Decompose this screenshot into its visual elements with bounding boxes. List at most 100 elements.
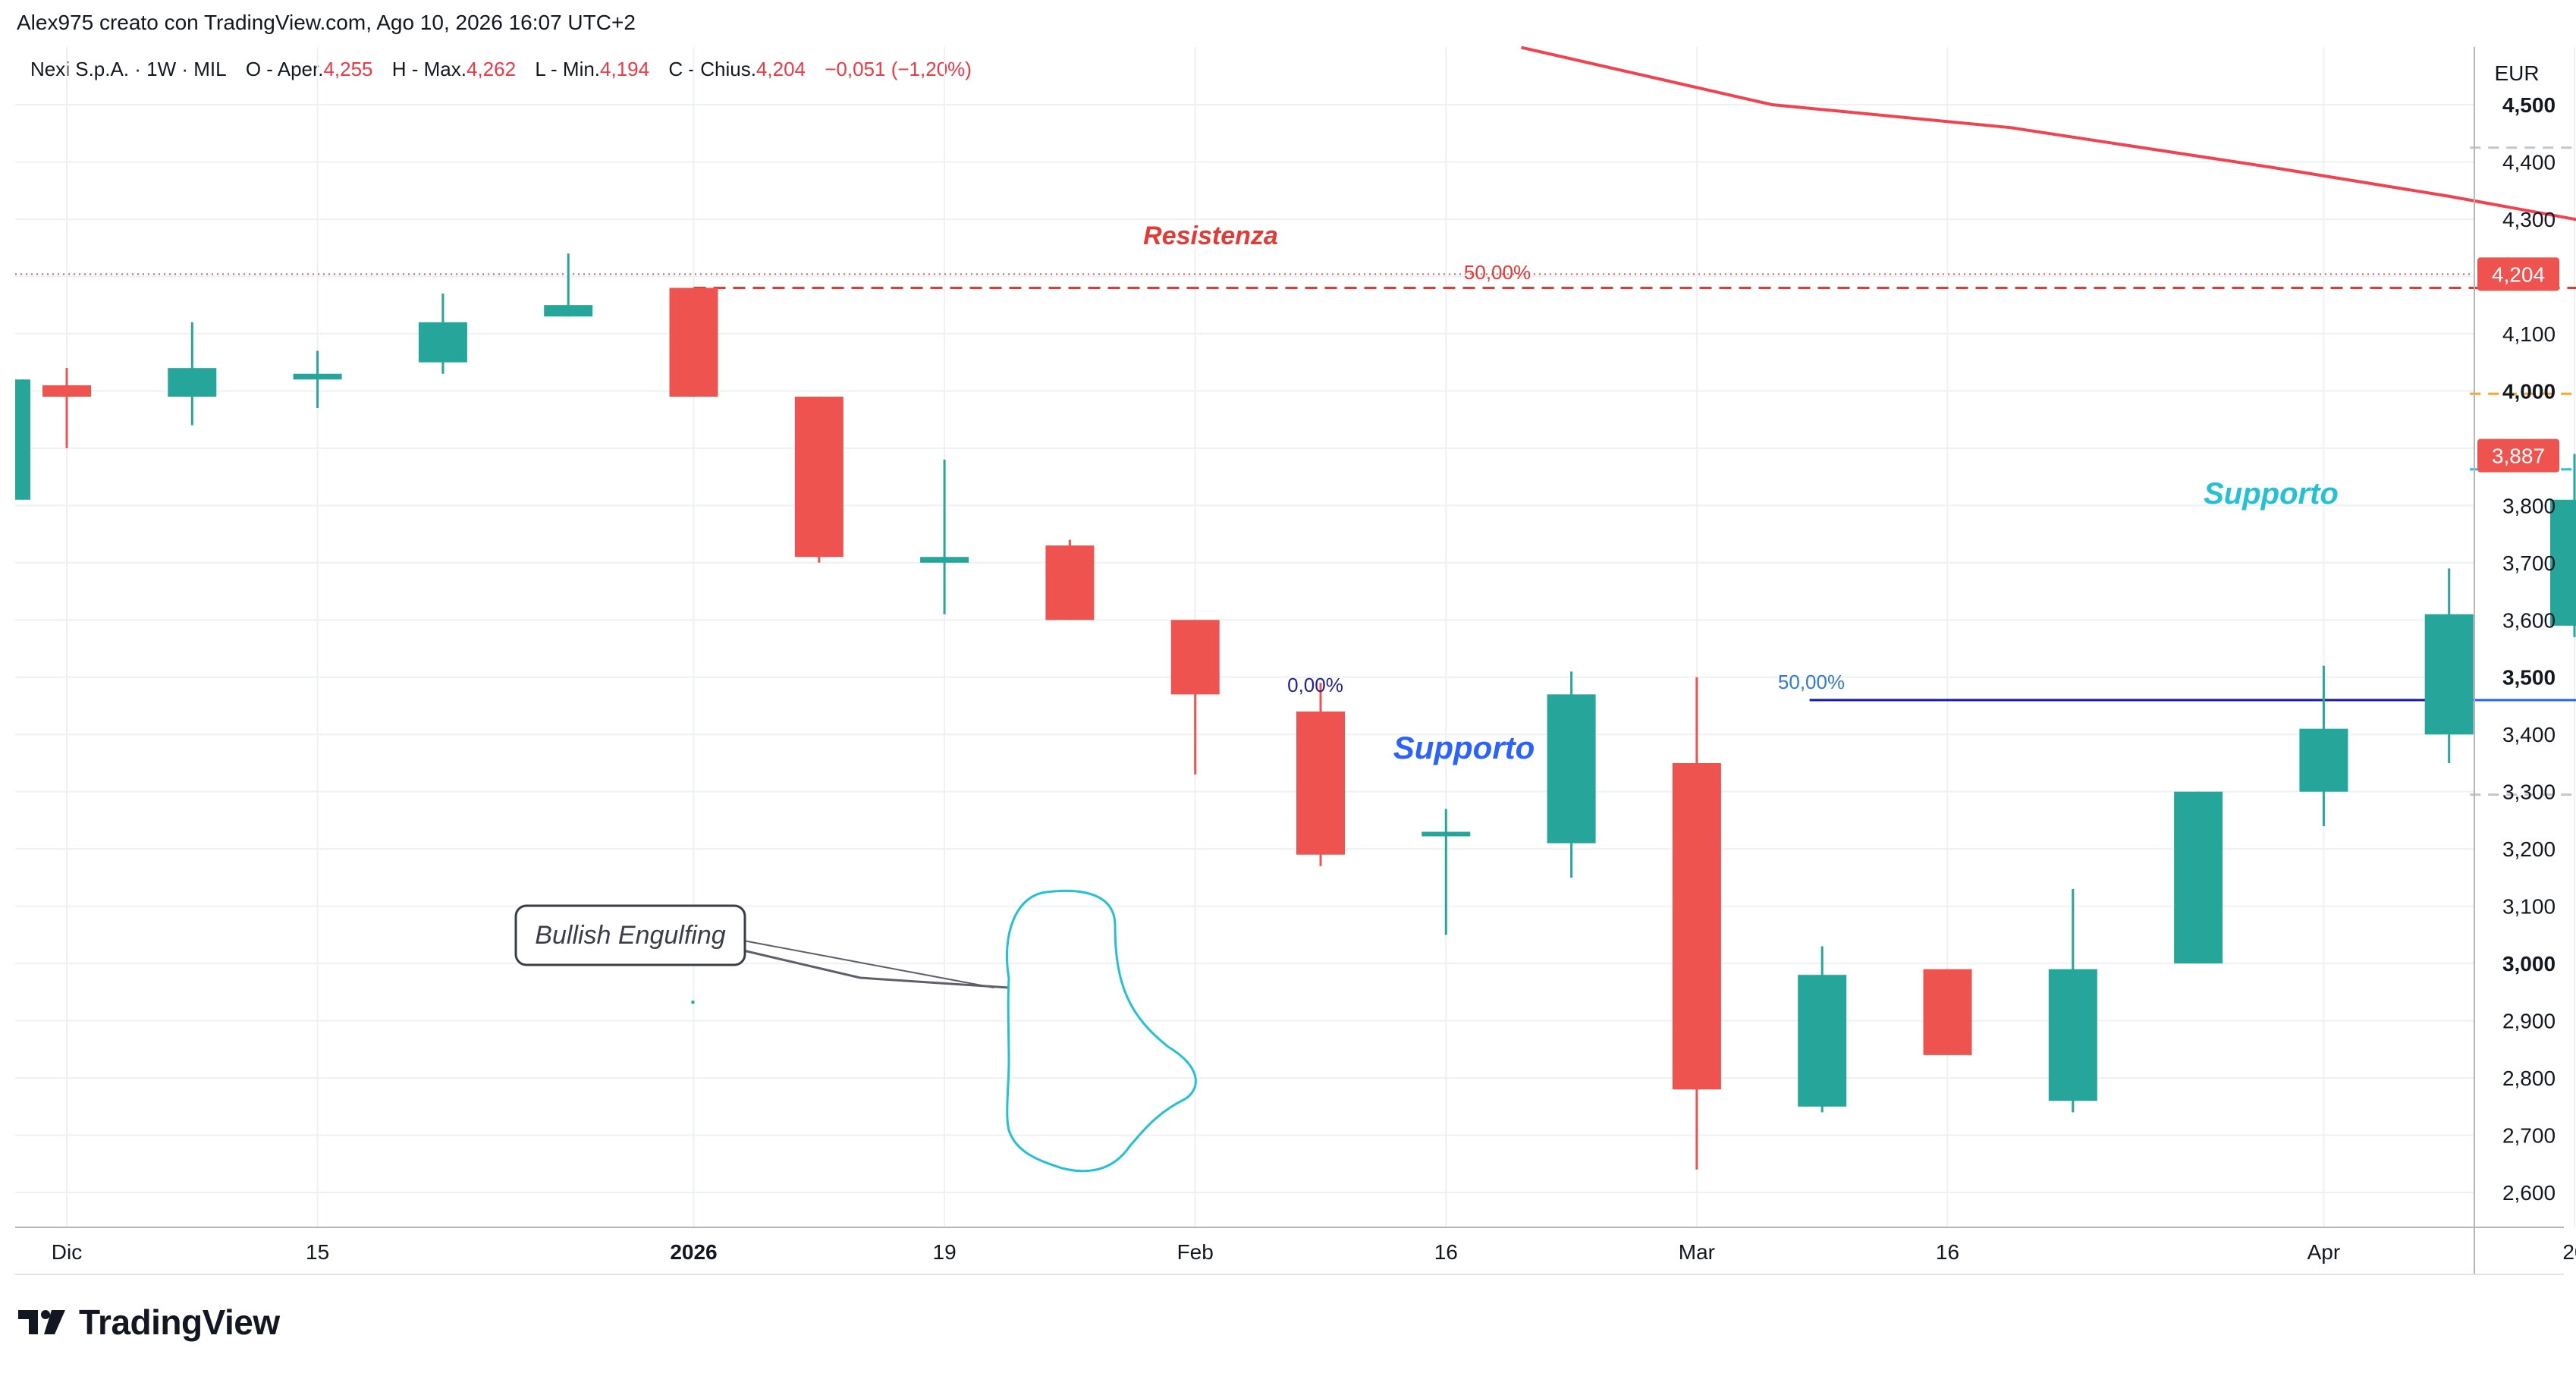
candle[interactable] bbox=[168, 322, 217, 426]
annotation-labels: Resistenza Supporto Supporto 50,00% 0,00% 50,… bbox=[514, 222, 2559, 1173]
candle[interactable] bbox=[2048, 888, 2097, 1113]
candle-body bbox=[1672, 762, 1721, 1090]
candle-body bbox=[1798, 975, 1847, 1107]
x-tick-label: 19 bbox=[933, 1240, 957, 1264]
symbol-name[interactable]: Nexi S.p.A. · 1W · MIL bbox=[30, 58, 227, 80]
candle[interactable] bbox=[1045, 539, 1095, 621]
moving-average-line bbox=[1521, 46, 2576, 222]
x-tick-label: 16 bbox=[1936, 1240, 1959, 1264]
candle-body bbox=[2424, 614, 2474, 735]
candle[interactable] bbox=[2550, 454, 2576, 637]
candle[interactable] bbox=[1170, 620, 1220, 775]
x-tick-label: 16 bbox=[1434, 1240, 1458, 1264]
cyan-support-label: Supporto bbox=[2204, 477, 2339, 511]
candles[interactable] bbox=[15, 145, 2576, 1170]
y-tick-label: 3,000 bbox=[2502, 952, 2556, 976]
candle-body bbox=[2174, 791, 2223, 964]
candle[interactable] bbox=[293, 350, 342, 409]
candle[interactable] bbox=[920, 459, 969, 614]
tradingview-logo[interactable]: TradingView bbox=[18, 1302, 280, 1343]
candle[interactable] bbox=[1547, 671, 1596, 878]
y-tick-label: 2,800 bbox=[2502, 1067, 2556, 1090]
candle-body bbox=[1045, 545, 1095, 621]
y-tick-label: 4,300 bbox=[2502, 208, 2556, 231]
candle-body bbox=[15, 379, 30, 500]
open-label: O - Aper. bbox=[245, 58, 324, 80]
fib-top-label: 50,00% bbox=[1464, 261, 1531, 284]
moving-average bbox=[1521, 46, 2576, 222]
candle[interactable] bbox=[2174, 791, 2223, 964]
callout-pointer bbox=[743, 949, 1010, 989]
high-value: 4,262 bbox=[467, 58, 517, 80]
candle-body bbox=[168, 368, 217, 397]
callout-pointer-2 bbox=[743, 940, 994, 988]
callout-label: Bullish Engulfing bbox=[535, 921, 725, 950]
candle-body bbox=[920, 557, 969, 563]
close-label: C - Chius. bbox=[668, 58, 756, 80]
y-tick-label: 3,800 bbox=[2502, 494, 2556, 517]
candle[interactable] bbox=[794, 396, 843, 563]
y-tick-label: 3,200 bbox=[2502, 837, 2556, 861]
x-tick-label: 2026 bbox=[670, 1240, 717, 1264]
open-value: 4,255 bbox=[323, 58, 373, 80]
currency-label: EUR bbox=[2494, 61, 2539, 85]
y-tick-label: 4,400 bbox=[2502, 150, 2556, 174]
x-tick-label: 15 bbox=[306, 1240, 329, 1264]
candle-body bbox=[1547, 694, 1596, 844]
x-tick-label: Feb bbox=[1177, 1240, 1214, 1264]
candle-body bbox=[1422, 831, 1471, 837]
candle-body bbox=[669, 287, 718, 397]
last-price-badge bbox=[2477, 257, 2559, 291]
candle-body bbox=[42, 385, 91, 397]
chart-caption: Alex975 creato con TradingView.com, Ago … bbox=[17, 11, 636, 34]
tradingview-logo-icon bbox=[18, 1310, 65, 1334]
y-tick-label: 3,300 bbox=[2502, 781, 2556, 804]
y-tick-label: 3,100 bbox=[2502, 895, 2556, 919]
low-value: 4,194 bbox=[600, 58, 650, 80]
candle[interactable] bbox=[1672, 677, 1721, 1170]
candle[interactable] bbox=[15, 379, 30, 500]
y-tick-label: 3,700 bbox=[2502, 551, 2556, 575]
candle[interactable] bbox=[418, 294, 467, 374]
candle-body bbox=[1296, 712, 1345, 855]
fib-mid-label: 0,00% bbox=[1287, 674, 1343, 696]
x-tick-label: Mar bbox=[1679, 1240, 1715, 1264]
x-tick-label: Apr bbox=[2307, 1240, 2341, 1264]
candle[interactable] bbox=[544, 253, 593, 317]
y-tick-label: 2,700 bbox=[2502, 1124, 2556, 1148]
candle[interactable] bbox=[1422, 809, 1471, 935]
y-tick-label: 4,100 bbox=[2502, 322, 2556, 346]
candle[interactable] bbox=[1923, 969, 1972, 1055]
candle-body bbox=[1170, 620, 1220, 695]
annotation-lines bbox=[15, 146, 2576, 796]
grid bbox=[15, 47, 2575, 1227]
low-label: L - Min. bbox=[535, 58, 601, 80]
change-value: −0,051 (−1,20%) bbox=[825, 58, 972, 80]
resistance-label: Resistenza bbox=[1143, 222, 1278, 250]
ma-value-badge bbox=[2477, 438, 2559, 473]
candle[interactable] bbox=[42, 368, 91, 448]
tradingview-logo-text: TradingView bbox=[79, 1302, 280, 1342]
axes: EUR 2,600 2,700 2,800 2,900 3,000 3,100 3,200 3,… bbox=[15, 47, 2576, 1275]
candle-body bbox=[293, 373, 342, 380]
last-price-badge-text: 4,204 bbox=[2492, 262, 2545, 286]
candle-body bbox=[418, 322, 467, 363]
candle-body bbox=[544, 305, 593, 317]
candle-body bbox=[794, 396, 843, 558]
y-tick-label: 2,600 bbox=[2502, 1181, 2556, 1205]
y-tick-label: 3,600 bbox=[2502, 608, 2556, 632]
y-tick-label: 3,500 bbox=[2502, 666, 2556, 690]
callout-box[interactable] bbox=[514, 904, 746, 966]
close-value: 4,204 bbox=[756, 58, 806, 80]
candle[interactable] bbox=[669, 287, 718, 397]
candle[interactable] bbox=[2424, 568, 2474, 763]
blue-support-label: Supporto bbox=[1393, 730, 1535, 765]
candle-body bbox=[1923, 969, 1972, 1055]
y-tick-label: 4,000 bbox=[2502, 379, 2556, 403]
candle[interactable] bbox=[1296, 683, 1345, 866]
symbol-legend: Nexi S.p.A. · 1W · MIL O - Aper.4,255 H … bbox=[30, 58, 972, 81]
candle[interactable] bbox=[1798, 946, 1847, 1113]
candle[interactable] bbox=[2299, 665, 2348, 826]
candle-body bbox=[2048, 969, 2097, 1101]
